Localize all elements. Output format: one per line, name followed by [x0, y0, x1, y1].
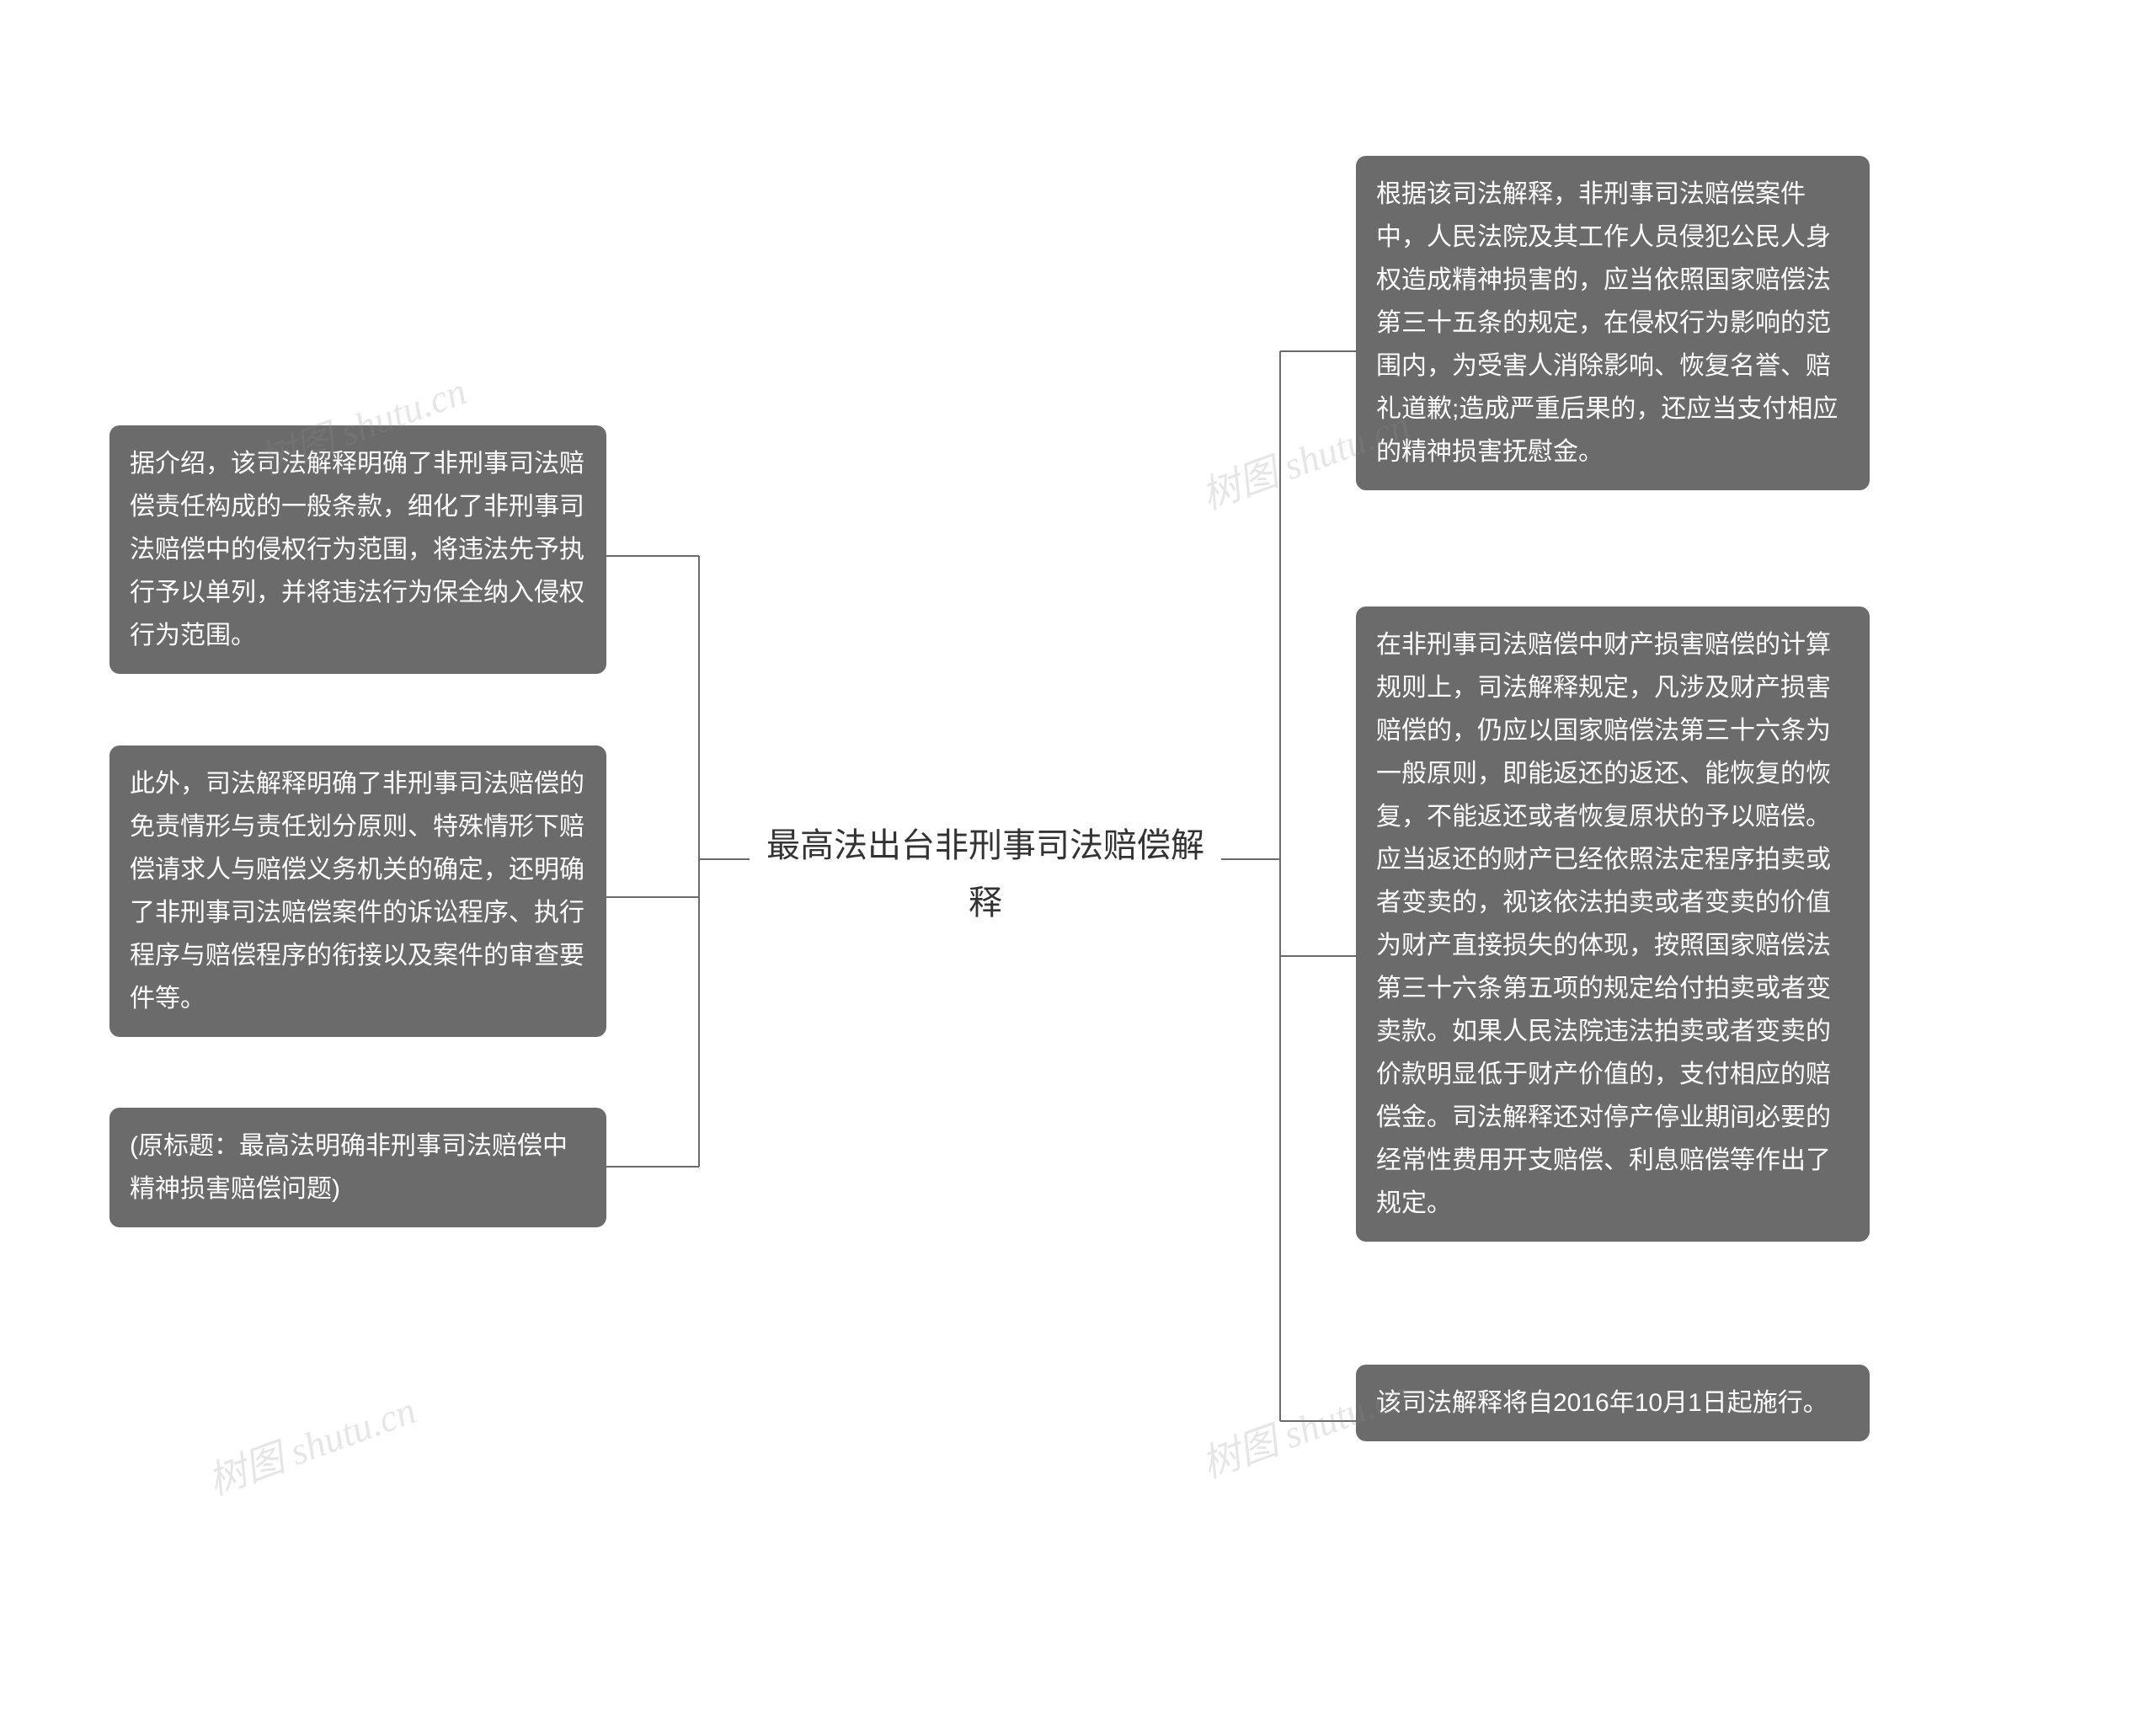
branch-text: 据介绍，该司法解释明确了非刑事司法赔偿责任构成的一般条款，细化了非刑事司法赔偿中…	[130, 450, 584, 649]
branch-text: 根据该司法解释，非刑事司法赔偿案件中，人民法院及其工作人员侵犯公民人身权造成精神…	[1376, 180, 1838, 466]
branch-right-2: 该司法解释将自2016年10月1日起施行。	[1356, 1365, 1870, 1441]
branch-left-2: (原标题：最高法明确非刑事司法赔偿中精神损害赔偿问题)	[109, 1108, 606, 1227]
watermark: 树图 shutu.cn	[199, 1380, 422, 1506]
branch-text: 该司法解释将自2016年10月1日起施行。	[1376, 1389, 1828, 1417]
center-node-text: 最高法出台非刑事司法赔偿解释	[766, 827, 1204, 922]
branch-text: 在非刑事司法赔偿中财产损害赔偿的计算规则上，司法解释规定，凡涉及财产损害赔偿的，…	[1376, 631, 1831, 1217]
branch-text: 此外，司法解释明确了非刑事司法赔偿的免责情形与责任划分原则、特殊情形下赔偿请求人…	[130, 770, 584, 1013]
branch-left-1: 此外，司法解释明确了非刑事司法赔偿的免责情形与责任划分原则、特殊情形下赔偿请求人…	[109, 745, 606, 1037]
branch-right-0: 根据该司法解释，非刑事司法赔偿案件中，人民法院及其工作人员侵犯公民人身权造成精神…	[1356, 156, 1870, 490]
mindmap-canvas: 最高法出台非刑事司法赔偿解释 据介绍，该司法解释明确了非刑事司法赔偿责任构成的一…	[0, 0, 2156, 1726]
branch-right-1: 在非刑事司法赔偿中财产损害赔偿的计算规则上，司法解释规定，凡涉及财产损害赔偿的，…	[1356, 607, 1870, 1242]
branch-left-0: 据介绍，该司法解释明确了非刑事司法赔偿责任构成的一般条款，细化了非刑事司法赔偿中…	[109, 425, 606, 674]
center-node: 最高法出台非刑事司法赔偿解释	[750, 809, 1221, 940]
branch-text: (原标题：最高法明确非刑事司法赔偿中精神损害赔偿问题)	[130, 1132, 568, 1203]
watermark-text: 树图 shutu.cn	[202, 1388, 421, 1503]
